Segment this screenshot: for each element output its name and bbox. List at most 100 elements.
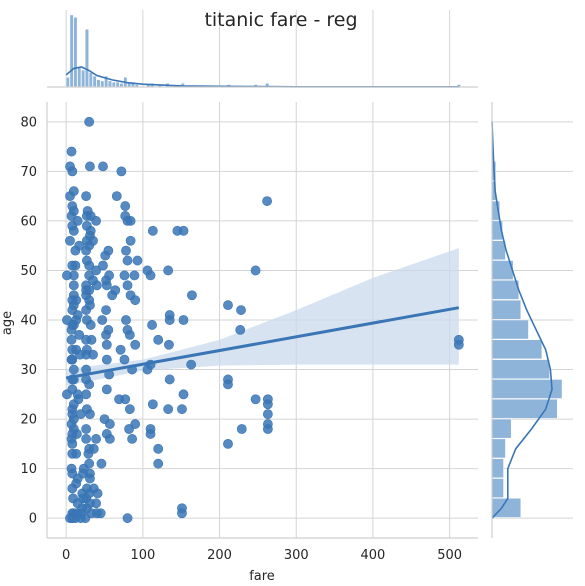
scatter-point: [104, 434, 115, 444]
scatter-point: [104, 419, 115, 429]
scatter-point: [84, 260, 95, 271]
scatter-point: [101, 280, 112, 291]
scatter-point: [81, 389, 92, 400]
scatter-point: [125, 216, 136, 226]
scatter-point: [67, 260, 78, 271]
scatter-point: [98, 260, 108, 271]
scatter-point: [91, 216, 101, 226]
scatter-point: [122, 255, 133, 266]
age-kde-curve: [491, 121, 553, 519]
fare-hist-bar: [73, 17, 78, 88]
age-hist-bar: [491, 458, 504, 478]
y-tick-labels: 0 10 20 30 40 50 60 70 80: [20, 115, 37, 526]
scatter-point: [178, 315, 189, 325]
fare-hist-bar: [100, 80, 105, 88]
scatter-point: [67, 166, 78, 177]
y-tick-label: 20: [20, 413, 37, 428]
scatter-point: [84, 379, 95, 390]
scatter-point: [177, 404, 187, 415]
scatter-point: [119, 270, 130, 281]
age-hist-bar: [491, 339, 543, 360]
fare-marginal-histogram: [47, 10, 478, 88]
scatter-point: [101, 329, 111, 340]
scatter-point: [121, 315, 131, 325]
scatter-point: [68, 225, 79, 236]
scatter-point: [85, 320, 96, 330]
scatter-point: [120, 394, 131, 405]
scatter-point: [124, 329, 135, 340]
scatter-point: [262, 196, 273, 206]
scatter-point: [67, 344, 78, 355]
ci-band: [66, 248, 459, 386]
scatter-point: [164, 374, 175, 385]
y-tick-label: 60: [20, 214, 37, 229]
scatter-point: [81, 191, 92, 202]
x-tick-label: 300: [284, 548, 309, 563]
scatter-point: [122, 513, 133, 524]
scatter-point: [65, 191, 75, 202]
scatter-point: [84, 116, 95, 127]
scatter-point: [153, 443, 164, 454]
age-hist-bar: [491, 280, 520, 300]
scatter-point: [91, 434, 101, 444]
scatter-point: [164, 339, 174, 350]
scatter-point: [81, 424, 92, 434]
scatter-point: [147, 225, 158, 236]
scatter-point: [62, 389, 72, 400]
scatter-point: [223, 438, 233, 449]
regression-line: [65, 306, 460, 380]
age-hist-bar: [491, 359, 550, 379]
y-tick-label: 0: [29, 512, 37, 527]
scatter-point: [101, 305, 111, 315]
x-tick-label: 500: [437, 548, 462, 563]
scatter-point: [153, 334, 164, 345]
axis-spines: [46, 102, 478, 539]
scatter-point: [121, 245, 131, 256]
y-tick-label: 40: [20, 314, 37, 329]
scatter-point: [178, 225, 189, 236]
fare-hist-bar: [96, 79, 101, 88]
scatter-point: [83, 448, 94, 459]
scatter-point: [81, 305, 92, 315]
scatter-point: [120, 201, 131, 211]
x-tick-label: 400: [361, 548, 386, 563]
scatter-point: [163, 265, 174, 276]
scatter-point: [81, 245, 92, 256]
scatter-point: [130, 295, 141, 306]
scatter-point: [74, 329, 85, 340]
fare-hist-bar: [92, 76, 97, 88]
scatter-point: [96, 458, 107, 469]
scatter-point: [107, 290, 118, 301]
scatter-point: [111, 191, 122, 202]
scatter-point: [91, 280, 102, 291]
scatter-point: [65, 235, 75, 246]
y-tick-label: 70: [20, 165, 37, 180]
scatter-point: [223, 379, 233, 390]
scatter-point: [453, 339, 464, 350]
fare-hist-bar: [77, 67, 82, 88]
fare-hist-bar: [89, 72, 93, 88]
scatter-point: [130, 339, 141, 350]
scatter-point: [85, 473, 95, 484]
scatter-point: [177, 508, 187, 519]
scatter-point: [164, 315, 175, 325]
scatter-point: [66, 334, 77, 345]
scatter-point: [262, 399, 273, 410]
scatter-point: [124, 424, 134, 434]
scatter-point: [95, 508, 106, 519]
scatter-point: [262, 409, 273, 420]
scatter-point: [132, 255, 143, 266]
scatter-point: [101, 354, 112, 365]
scatter-point: [147, 320, 157, 330]
fare-hist-bar: [85, 29, 89, 88]
confidence-band: [66, 248, 459, 386]
scatter-point: [68, 280, 79, 291]
y-tick-label: 10: [20, 462, 37, 477]
scatter-point: [115, 344, 126, 355]
age-hist-bar: [491, 478, 504, 498]
regression-line-path: [65, 306, 460, 380]
scatter-point: [250, 265, 261, 276]
scatter-point: [98, 161, 108, 172]
scatter-point: [262, 424, 273, 434]
y-tick-label: 80: [20, 115, 37, 130]
